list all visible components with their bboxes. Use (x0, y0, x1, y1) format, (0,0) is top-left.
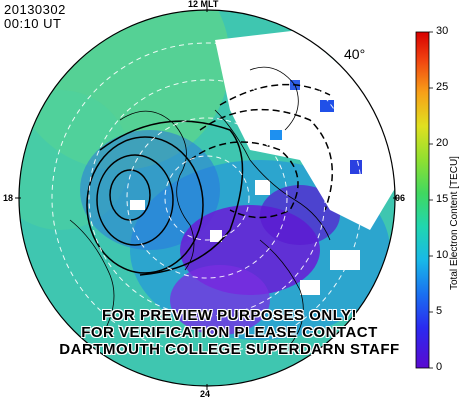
colorbar-tick: 10 (436, 249, 449, 261)
watermark-line-3: DARTMOUTH COLLEGE SUPERDARN STAFF (59, 341, 400, 358)
date-label: 20130302 (4, 2, 66, 17)
colorbar-tick: 30 (436, 25, 449, 37)
watermark-line-2: FOR VERIFICATION PLEASE CONTACT (81, 324, 378, 341)
mlt-label-bottom: 24 (200, 389, 211, 399)
colorbar-tick: 15 (436, 193, 449, 205)
colorbar-tick: 25 (436, 81, 449, 93)
colorbar-tick: 5 (436, 305, 443, 317)
mlt-label-right: 06 (395, 193, 406, 203)
colorbar-tick: 0 (436, 361, 443, 373)
time-label: 00:10 UT (4, 16, 62, 31)
latitude-label: 40° (344, 46, 366, 62)
mlt-label-left: 18 (3, 193, 14, 203)
watermark-line-1: FOR PREVIEW PURPOSES ONLY! (102, 307, 357, 324)
mlt-label-top: 12 MLT (188, 0, 219, 9)
colorbar-tick: 20 (436, 137, 449, 149)
colorbar-title: Total Electron Content [TECU] (449, 156, 459, 290)
